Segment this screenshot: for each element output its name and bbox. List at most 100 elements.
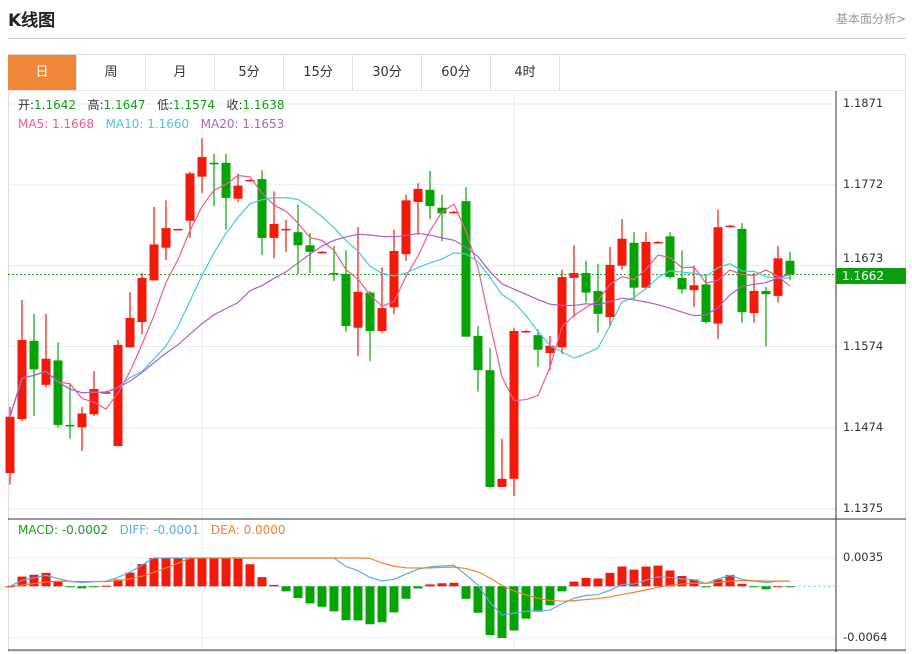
price-tick: 1.1871 bbox=[843, 96, 884, 110]
price-tick: 1.1574 bbox=[843, 339, 884, 353]
macd-bar bbox=[161, 558, 171, 587]
dea-line bbox=[9, 557, 791, 602]
tabs-divider bbox=[8, 90, 906, 91]
candle-down bbox=[473, 335, 483, 371]
macd-bar bbox=[101, 585, 111, 587]
candle-down bbox=[581, 273, 591, 293]
macd-legend: MACD: -0.0002 DIFF: -0.0001 DEA: 0.0000 bbox=[18, 523, 286, 538]
candle-up bbox=[317, 251, 327, 254]
candle-up bbox=[569, 273, 579, 278]
candle-down bbox=[53, 360, 63, 425]
macd-bar bbox=[485, 586, 495, 636]
macd-bar bbox=[209, 558, 219, 587]
macd-tick: 0.0035 bbox=[843, 550, 884, 564]
candle-down bbox=[257, 179, 267, 238]
tab-5min[interactable]: 5分 bbox=[215, 55, 284, 90]
macd-bar bbox=[365, 586, 375, 625]
candle-up bbox=[89, 388, 99, 415]
tab-month[interactable]: 月 bbox=[146, 55, 215, 90]
macd-bar bbox=[329, 586, 339, 612]
open-label: 开: bbox=[18, 98, 35, 112]
low-value: 1.1574 bbox=[173, 98, 216, 112]
macd-bar bbox=[65, 586, 75, 588]
macd-bar bbox=[701, 586, 711, 588]
diff-value: DIFF: -0.0001 bbox=[119, 523, 200, 537]
macd-bar bbox=[521, 586, 531, 619]
price-tick: 1.1474 bbox=[843, 420, 884, 434]
candle-up bbox=[5, 416, 15, 474]
candle-down bbox=[677, 277, 687, 290]
candle-up bbox=[245, 179, 255, 182]
macd-bar bbox=[221, 558, 231, 587]
macd-bar bbox=[653, 565, 663, 587]
candle-up bbox=[521, 330, 531, 333]
candle-down bbox=[425, 189, 435, 207]
candle-down bbox=[365, 292, 375, 331]
macd-bar bbox=[545, 586, 555, 606]
macd-bar bbox=[737, 583, 747, 587]
macd-bar bbox=[353, 586, 363, 621]
tab-4hour[interactable]: 4时 bbox=[491, 55, 560, 90]
tab-day[interactable]: 日 bbox=[8, 55, 77, 90]
candle-up bbox=[149, 244, 159, 281]
high-value: 1.1647 bbox=[103, 98, 146, 112]
tab-60min[interactable]: 60分 bbox=[422, 55, 491, 90]
macd-bar bbox=[557, 586, 567, 592]
candle-down bbox=[329, 273, 339, 275]
tab-week[interactable]: 周 bbox=[77, 55, 146, 90]
macd-bar bbox=[581, 577, 591, 587]
candle-up bbox=[173, 228, 183, 231]
candle-up bbox=[509, 330, 519, 479]
candle-down bbox=[533, 335, 543, 350]
price-tick: 1.1772 bbox=[843, 177, 884, 191]
diff-line bbox=[9, 557, 791, 616]
high-label: 高: bbox=[87, 98, 104, 112]
fundamental-analysis-link[interactable]: 基本面分析> bbox=[835, 12, 906, 26]
macd-bar bbox=[185, 558, 195, 587]
current-price-tag: 1.1662 bbox=[836, 268, 906, 284]
chart-container bbox=[8, 54, 906, 652]
candle-up bbox=[557, 277, 567, 348]
macd-bar bbox=[473, 586, 483, 613]
macd-bar bbox=[617, 566, 627, 587]
macd-bar bbox=[593, 578, 603, 587]
candle-up bbox=[269, 224, 279, 238]
ma20-value: MA20: 1.1653 bbox=[200, 117, 285, 131]
candle-up bbox=[101, 392, 111, 394]
macd-bar bbox=[509, 586, 519, 631]
candle-up bbox=[77, 413, 87, 428]
macd-bar bbox=[605, 572, 615, 587]
tab-30min[interactable]: 30分 bbox=[353, 55, 422, 90]
macd-bar bbox=[773, 586, 783, 588]
macd-bar bbox=[677, 575, 687, 587]
dea-value: DEA: 0.0000 bbox=[210, 523, 286, 537]
candle-up bbox=[725, 225, 735, 228]
ma10-value: MA10: 1.1660 bbox=[105, 117, 190, 131]
candle-up bbox=[617, 238, 627, 266]
macd-bar bbox=[641, 566, 651, 587]
macd-bar bbox=[89, 586, 99, 588]
macd-bar bbox=[629, 569, 639, 587]
macd-bar bbox=[17, 576, 27, 587]
macd-bar bbox=[173, 558, 183, 587]
candle-down bbox=[305, 245, 315, 252]
macd-bar bbox=[29, 574, 39, 587]
macd-bar bbox=[137, 564, 147, 587]
tab-15min[interactable]: 15分 bbox=[284, 55, 353, 90]
candle-down bbox=[701, 284, 711, 323]
candle-up bbox=[641, 241, 651, 288]
macd-bar bbox=[317, 586, 327, 607]
macd-bar bbox=[5, 586, 15, 588]
candle-down bbox=[785, 260, 795, 275]
candle-down bbox=[437, 207, 447, 214]
candle-down bbox=[485, 370, 495, 487]
page-title: K线图 bbox=[8, 11, 56, 31]
candle-up bbox=[185, 173, 195, 221]
candle-down bbox=[221, 162, 231, 198]
macd-bar bbox=[761, 586, 771, 590]
candle-up bbox=[377, 308, 387, 331]
price-tick: 1.1673 bbox=[843, 251, 884, 265]
header-divider bbox=[8, 38, 906, 39]
close-label: 收: bbox=[226, 98, 243, 112]
